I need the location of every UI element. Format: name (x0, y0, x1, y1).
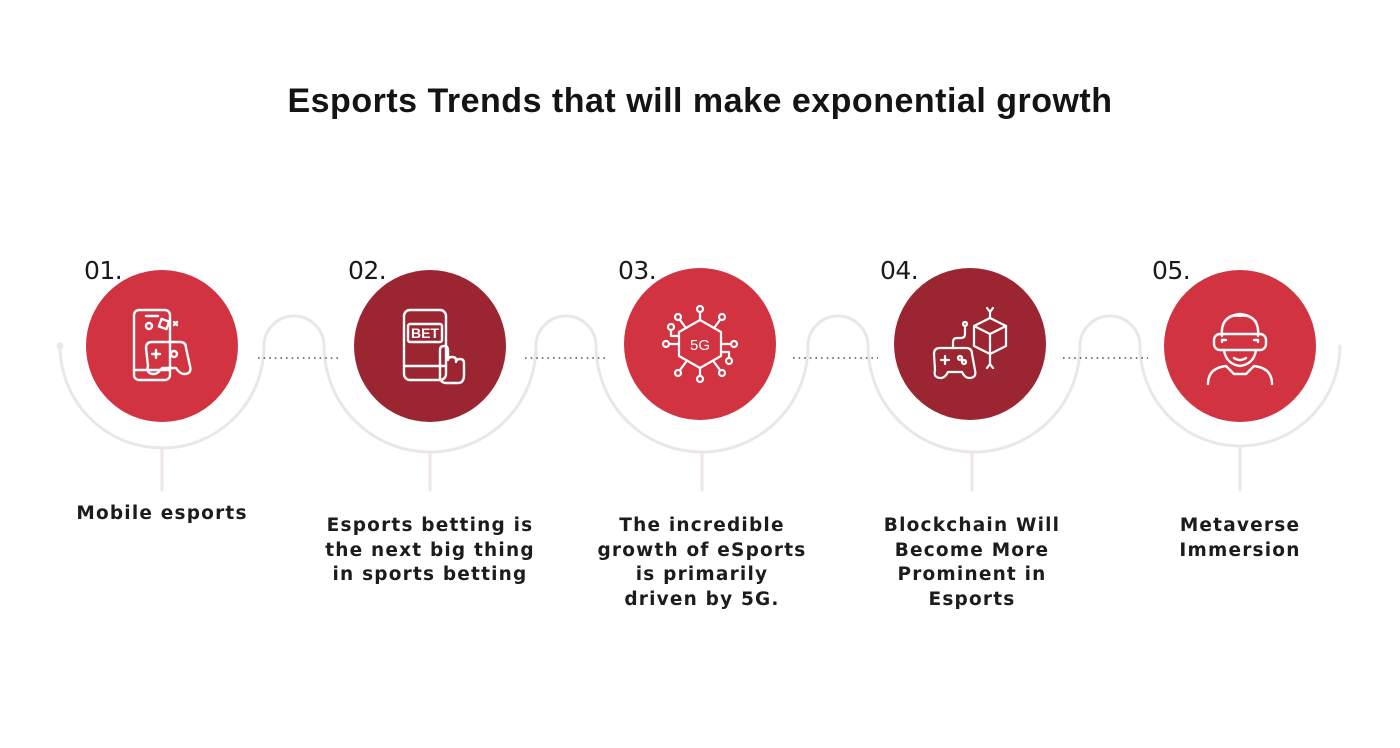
step-label: Mobile esports (76, 503, 248, 524)
step-circle (86, 270, 238, 422)
step-circle: BET (354, 270, 506, 422)
step-label: Esports betting is the next big thing in… (325, 515, 535, 585)
svg-text:BET: BET (411, 325, 439, 341)
step-circle (894, 268, 1046, 420)
step-label: Blockchain Will Become More Prominent in… (883, 515, 1061, 610)
step-number: 02. (348, 256, 387, 285)
step-label: The incredible growth of eSports is prim… (597, 515, 807, 610)
bet-phone-icon: BET (402, 308, 466, 385)
step-number: 04. (880, 256, 919, 285)
mobile-gamepad-icon (132, 308, 192, 382)
step-circle: 5G (624, 268, 776, 420)
5g-network-icon: 5G (661, 304, 739, 384)
vr-headset-person-icon (1206, 312, 1274, 386)
step-number: 05. (1152, 256, 1191, 285)
blockchain-gamepad-icon (932, 306, 1008, 380)
step-circle (1164, 270, 1316, 422)
svg-text:5G: 5G (690, 337, 710, 354)
step-number: 01. (84, 256, 123, 285)
step-number: 03. (618, 256, 657, 285)
step-label: Metaverse Immersion (1179, 515, 1301, 561)
page-title: Esports Trends that will make exponentia… (287, 82, 1113, 120)
